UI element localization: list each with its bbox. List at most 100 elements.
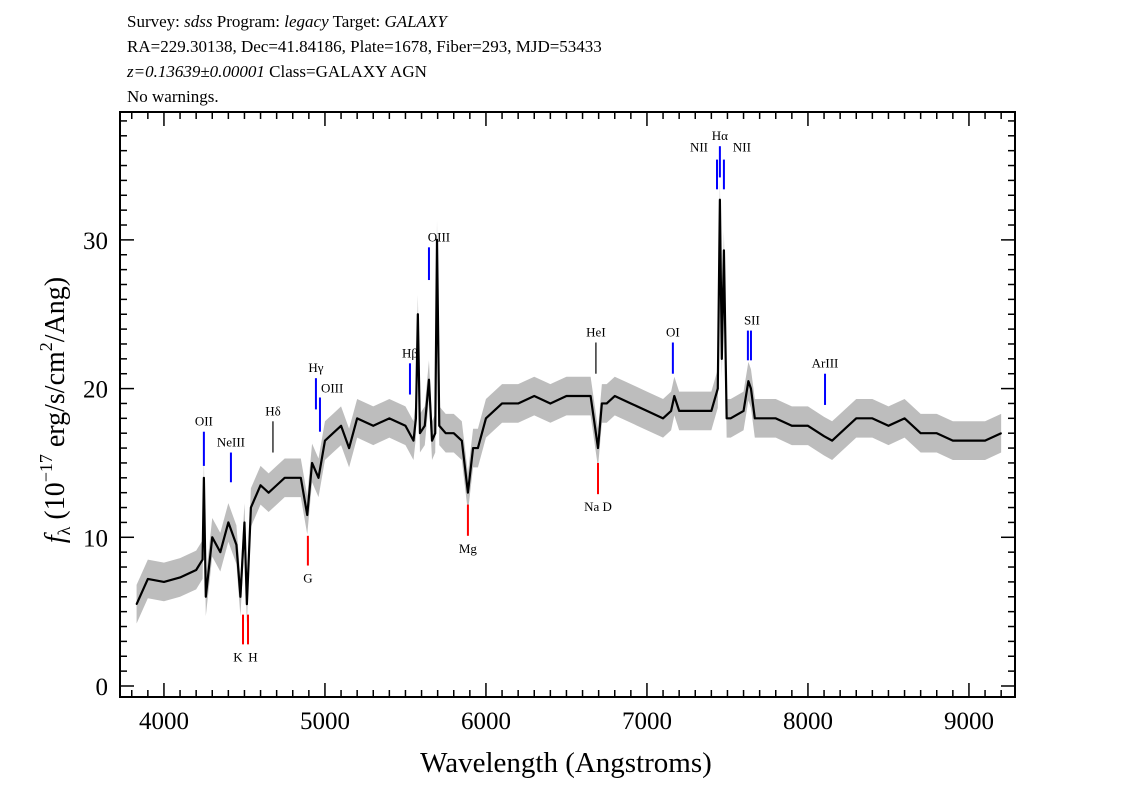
flux-point (581, 395, 584, 397)
flux-point (984, 439, 986, 442)
flux-point (807, 424, 809, 427)
flux-point (259, 484, 262, 487)
flux-point (565, 395, 568, 397)
flux-point (306, 514, 309, 516)
line-label: OIII (321, 381, 343, 396)
flux-point (831, 439, 833, 442)
flux-point (461, 439, 463, 442)
survey-label: Survey: (127, 12, 180, 31)
flux-point (412, 439, 415, 442)
axes: 4000 5000 6000 7000 8000 9000 0 10 20 30 (83, 111, 1016, 735)
y-label-post: /Ang) (40, 277, 71, 342)
flux-point (721, 358, 723, 360)
flux-point (678, 410, 680, 412)
flux-point (135, 603, 138, 606)
program-label: Program: (216, 12, 281, 31)
flux-point (719, 198, 721, 201)
x-tick-label: 6000 (461, 708, 511, 735)
flux-point (903, 417, 906, 420)
flux-point (952, 439, 954, 442)
y-tick-label: 10 (83, 525, 108, 552)
line-label: Na D (584, 499, 612, 514)
flux-point (250, 506, 252, 509)
y-tick-label: 20 (83, 377, 108, 404)
flux-point (332, 432, 334, 434)
flux-point (477, 447, 479, 449)
line-label: H (248, 649, 257, 664)
flux-point (968, 439, 970, 442)
flux-point (423, 424, 426, 427)
line-label: K (233, 649, 243, 664)
flux-series (135, 198, 1002, 606)
flux-point (501, 402, 503, 405)
flux-point (275, 484, 278, 487)
x-tick-label: 9000 (944, 708, 994, 735)
flux-point (662, 417, 664, 420)
flux-point (855, 417, 858, 420)
line-label: Mg (459, 541, 478, 556)
y-tick-label: 0 (96, 674, 109, 701)
flux-point (415, 417, 417, 420)
flux-point (388, 417, 391, 420)
target-value: GALAXY (384, 12, 447, 31)
flux-point (436, 239, 438, 241)
class-value: Class=GALAXY AGN (269, 62, 427, 81)
flux-point (758, 417, 761, 420)
flux-point (246, 603, 248, 606)
x-tick-label: 5000 (300, 708, 350, 735)
flux-line (135, 198, 1002, 606)
flux-point (163, 581, 165, 583)
flux-point (438, 424, 441, 427)
line-label: NII (690, 140, 708, 155)
flux-point (291, 477, 294, 479)
flux-point (935, 432, 938, 434)
x-tick-label: 4000 (139, 708, 189, 735)
flux-point (300, 477, 302, 479)
flux-point (372, 424, 375, 427)
flux-point (887, 424, 890, 427)
error-band (136, 180, 1002, 624)
y-label-mid: erg/s/cm (40, 351, 71, 454)
flux-point (348, 447, 350, 449)
header-line-redshift: z=0.13639±0.00001 Class=GALAXY AGN (127, 62, 427, 82)
flux-point (211, 536, 214, 539)
line-label: ArIII (812, 356, 839, 371)
flux-point (533, 395, 536, 397)
flux-point (601, 402, 603, 405)
flux-point (235, 543, 238, 546)
flux-point (646, 410, 648, 412)
line-label: G (303, 571, 312, 586)
line-label: OIII (428, 229, 450, 244)
y-label-exp: −17 (36, 454, 56, 482)
flux-point (710, 410, 713, 412)
x-tick-label: 8000 (783, 708, 833, 735)
line-label: Hα (712, 128, 728, 143)
flux-point (203, 477, 205, 479)
flux-point (774, 417, 777, 420)
redshift-value: z=0.13639±0.00001 (127, 62, 265, 81)
y-tick-label: 30 (83, 228, 108, 255)
flux-point (630, 402, 632, 405)
line-label: HeI (586, 324, 606, 339)
flux-point (871, 417, 874, 420)
line-label: OII (195, 414, 213, 429)
line-label: Hδ (265, 403, 281, 418)
flux-point (195, 569, 197, 571)
flux-point (485, 417, 487, 420)
flux-point (356, 417, 358, 420)
flux-point (839, 432, 841, 434)
flux-point (452, 432, 455, 434)
header-line-survey: Survey: sdss Program: legacy Target: GAL… (127, 12, 447, 32)
flux-point (472, 447, 474, 449)
line-label: OI (666, 324, 680, 339)
y-label-sub: λ (54, 526, 74, 535)
line-label: NeIII (217, 435, 245, 450)
x-axis-label: Wavelength (Angstroms) (420, 747, 712, 779)
flux-point (791, 424, 793, 427)
flux-point (517, 402, 519, 405)
flux-point (613, 395, 616, 397)
flux-point (605, 402, 608, 405)
flux-point (673, 395, 676, 397)
flux-point (747, 380, 750, 382)
